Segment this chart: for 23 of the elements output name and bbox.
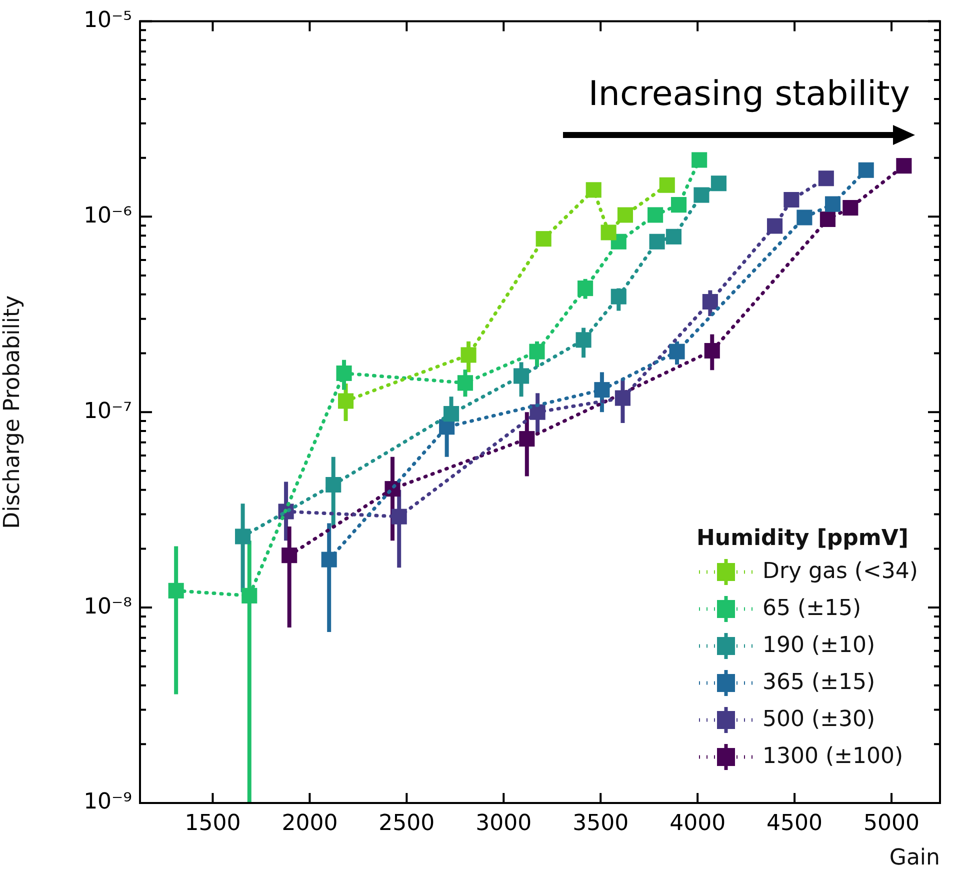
y-tick-label: 10⁻⁶ — [84, 203, 132, 228]
annotation: Increasing stability — [588, 74, 910, 114]
legend-label: 1300 (±100) — [762, 744, 904, 769]
y-tick-label: 10⁻⁸ — [84, 594, 132, 620]
x-tick-label: 1500 — [184, 810, 241, 836]
legend-label: Dry gas (<34) — [762, 559, 918, 584]
y-tick-label: 10⁻⁷ — [84, 398, 132, 424]
x-tick-label: 4500 — [766, 810, 823, 836]
x-tick-label: 5000 — [864, 810, 920, 836]
legend-label: 365 (±15) — [762, 670, 876, 695]
x-tick-label: 3500 — [572, 810, 629, 836]
legend-label: 190 (±10) — [762, 633, 876, 658]
y-axis-title: Discharge Probability — [0, 295, 25, 529]
x-tick-label: 2500 — [378, 810, 435, 836]
x-tick-label: 2000 — [282, 810, 338, 836]
x-axis-title: Gain — [889, 846, 940, 871]
legend-title: Humidity [ppmV] — [696, 526, 910, 551]
x-tick-label: 4000 — [670, 810, 726, 836]
y-tick-label: 10⁻⁵ — [84, 8, 132, 33]
legend-label: 65 (±15) — [762, 596, 862, 621]
x-tick-label: 3000 — [476, 810, 532, 836]
legend-label: 500 (±30) — [762, 707, 876, 732]
y-tick-label: 10⁻⁹ — [84, 790, 132, 815]
